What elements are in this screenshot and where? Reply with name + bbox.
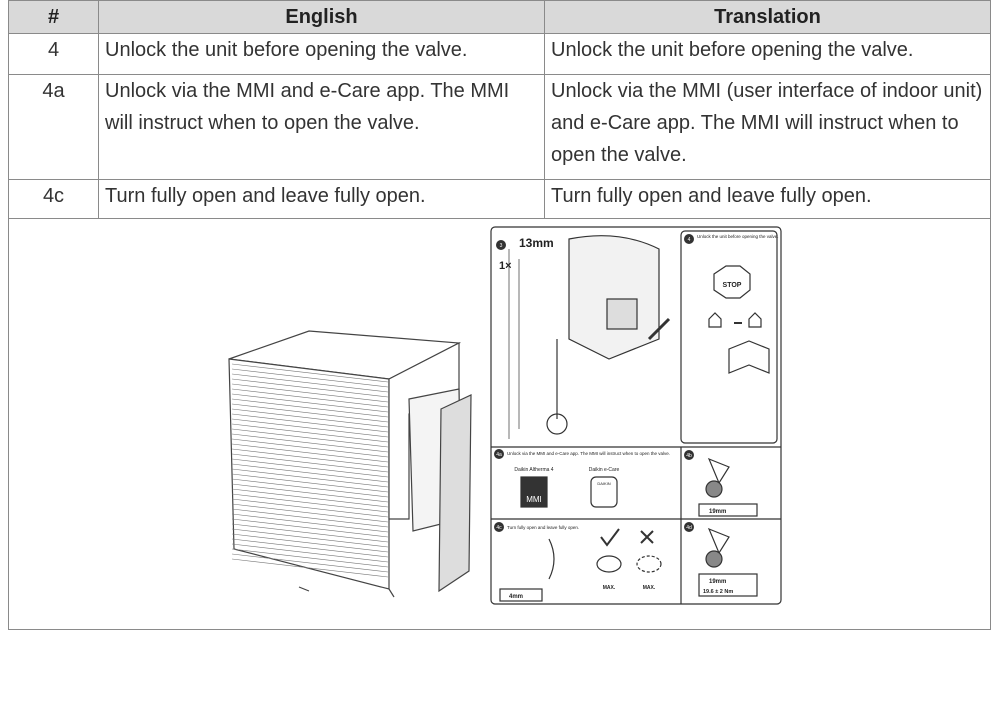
slat — [231, 538, 389, 558]
slat — [231, 528, 389, 548]
slat — [231, 458, 389, 478]
figure: 3 4 4a 4b 4c 4d 13mm 1× Unlock the unit … — [228, 226, 782, 605]
slat — [231, 558, 389, 578]
slat — [231, 418, 389, 438]
slat — [231, 373, 389, 393]
step-label: 4a — [496, 452, 502, 458]
cell: Unlock via the MMI (user interface of in… — [544, 74, 991, 180]
cell: Turn fully open and leave fully open. — [98, 179, 545, 219]
step-text: Turn fully open and leave fully open. — [507, 525, 579, 530]
quantity: 1× — [499, 260, 512, 272]
slat — [231, 403, 389, 423]
step-badges — [494, 234, 694, 532]
step-labels: 3 4 4a 4b 4c 4d — [496, 237, 692, 531]
slat — [231, 463, 389, 483]
slat — [231, 478, 389, 498]
slat — [231, 498, 389, 518]
step-label: 4c — [496, 525, 502, 531]
slat — [231, 413, 389, 433]
slat — [231, 433, 389, 453]
cell: Turn fully open and leave fully open. — [544, 179, 991, 219]
header-cell: # — [8, 0, 99, 34]
header-cell: Translation — [544, 0, 991, 34]
cell: Unlock the unit before opening the valve… — [544, 33, 991, 75]
step-label: 3 — [500, 243, 503, 249]
cell: 4 — [8, 33, 99, 75]
diagram — [490, 226, 782, 605]
stop-sign: STOP — [723, 282, 742, 289]
header-cell: English — [98, 0, 545, 34]
slat — [231, 483, 389, 503]
cell: Unlock the unit before opening the valve… — [98, 33, 545, 75]
cell: 4c — [8, 179, 99, 219]
torque: 19.6 ± 2 Nm — [703, 589, 733, 595]
step-label: 4 — [688, 237, 691, 243]
slat — [231, 488, 389, 508]
slat — [231, 408, 389, 428]
slat — [231, 378, 389, 398]
slat — [231, 543, 389, 563]
slat — [231, 368, 389, 388]
product-name: Daikin Altherma 4 — [514, 467, 553, 473]
slat — [231, 518, 389, 538]
figure-cell: 3 4 4a 4b 4c 4d 13mm 1× Unlock the unit … — [8, 218, 991, 630]
unit-slats — [231, 363, 389, 578]
slat — [231, 493, 389, 513]
step-label: 4d — [686, 525, 692, 531]
slat — [231, 523, 389, 543]
outdoor-unit — [228, 330, 472, 598]
cell: 4a — [8, 74, 99, 180]
brand: DAIKIN — [597, 481, 610, 486]
row: 4c Turn fully open and leave fully open.… — [8, 179, 991, 219]
wrench-size: 19mm — [709, 579, 726, 585]
max-label: MAX. — [603, 585, 616, 591]
header-row: # English Translation — [8, 0, 991, 34]
hex-size: 4mm — [509, 594, 523, 600]
slat — [231, 533, 389, 553]
slat — [231, 398, 389, 418]
product-name: Daikin e-Care — [589, 467, 620, 473]
slat — [231, 513, 389, 533]
translation-table: # English Translation 4 Unlock the unit … — [8, 0, 991, 630]
slat — [231, 553, 389, 573]
row: 4 Unlock the unit before opening the val… — [8, 33, 991, 75]
slat — [231, 423, 389, 443]
slat — [231, 443, 389, 463]
slat — [231, 453, 389, 473]
step-label: 4b — [686, 453, 692, 459]
slat — [231, 508, 389, 528]
row: 4a Unlock via the MMI and e-Care app. Th… — [8, 74, 991, 180]
wrench-size: 19mm — [709, 509, 726, 515]
slat — [231, 393, 389, 413]
slat — [231, 383, 389, 403]
wrench-size: 13mm — [519, 236, 554, 250]
slat — [231, 448, 389, 468]
slat — [231, 438, 389, 458]
cell: Unlock via the MMI and e-Care app. The M… — [98, 74, 545, 180]
step-text: Unlock the unit before opening the valve… — [697, 234, 779, 239]
mmi-label: MMI — [526, 495, 542, 504]
slat — [231, 503, 389, 523]
slat — [231, 363, 389, 383]
slat — [231, 468, 389, 488]
slat — [231, 473, 389, 493]
slat — [231, 388, 389, 408]
max-label: MAX. — [643, 585, 656, 591]
slat — [231, 548, 389, 568]
step-text: Unlock via the MMI and e-Care app. The M… — [507, 451, 670, 456]
figure-row: 3 4 4a 4b 4c 4d 13mm 1× Unlock the unit … — [8, 218, 991, 630]
slat — [231, 428, 389, 448]
